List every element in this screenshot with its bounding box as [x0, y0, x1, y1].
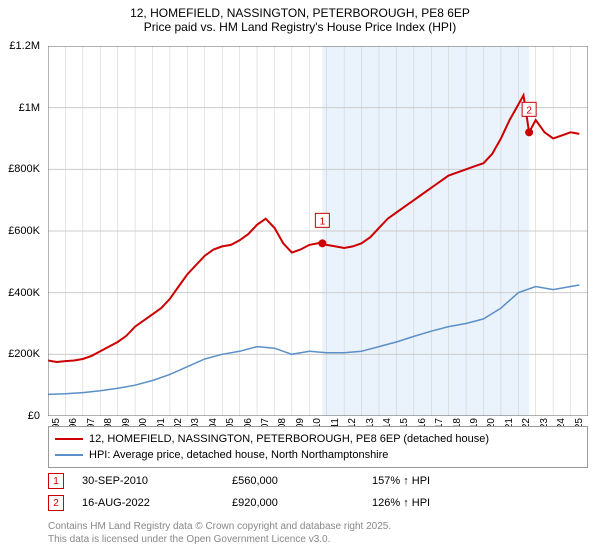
y-axis: £0£200K£400K£600K£800K£1M£1.2M: [0, 46, 44, 416]
y-tick-label: £800K: [8, 163, 40, 175]
legend-item: HPI: Average price, detached house, Nort…: [55, 447, 581, 463]
title-subtitle: Price paid vs. HM Land Registry's House …: [0, 20, 600, 34]
chart-container: 12, HOMEFIELD, NASSINGTON, PETERBOROUGH,…: [0, 0, 600, 560]
legend-item: 12, HOMEFIELD, NASSINGTON, PETERBOROUGH,…: [55, 431, 581, 447]
chart-title: 12, HOMEFIELD, NASSINGTON, PETERBOROUGH,…: [0, 0, 600, 34]
title-address: 12, HOMEFIELD, NASSINGTON, PETERBOROUGH,…: [0, 6, 600, 20]
footer-line1: Contains HM Land Registry data © Crown c…: [48, 520, 391, 533]
sale-pct: 157% ↑ HPI: [372, 475, 492, 487]
y-tick-label: £400K: [8, 287, 40, 299]
y-tick-label: £0: [28, 410, 40, 422]
sale-dot-2: [525, 128, 533, 136]
sale-date: 30-SEP-2010: [82, 475, 232, 487]
chart-svg: 12: [48, 46, 588, 416]
sale-dot-1: [318, 239, 326, 247]
sale-marker-num-1: 1: [320, 216, 326, 227]
plot-area: 12: [48, 46, 588, 416]
footer-line2: This data is licensed under the Open Gov…: [48, 533, 391, 546]
sales-table: 1 30-SEP-2010£560,000157% ↑ HPI 2 16-AUG-20…: [48, 470, 588, 514]
footer: Contains HM Land Registry data © Crown c…: [48, 520, 391, 546]
sale-price: £560,000: [232, 475, 372, 487]
sale-marker-num-2: 2: [526, 105, 532, 116]
legend: 12, HOMEFIELD, NASSINGTON, PETERBOROUGH,…: [48, 426, 588, 468]
legend-swatch: [55, 454, 83, 456]
y-tick-label: £1.2M: [9, 40, 40, 52]
sale-row: 1 30-SEP-2010£560,000157% ↑ HPI: [48, 470, 588, 492]
sale-row: 2 16-AUG-2022£920,000126% ↑ HPI: [48, 492, 588, 514]
sale-marker-icon: 1: [48, 473, 64, 489]
legend-swatch: [55, 438, 83, 440]
legend-label: HPI: Average price, detached house, Nort…: [89, 449, 388, 461]
legend-label: 12, HOMEFIELD, NASSINGTON, PETERBOROUGH,…: [89, 433, 489, 445]
y-tick-label: £1M: [19, 102, 40, 114]
y-tick-label: £600K: [8, 225, 40, 237]
y-tick-label: £200K: [8, 348, 40, 360]
sale-price: £920,000: [232, 497, 372, 509]
sale-marker-icon: 2: [48, 495, 64, 511]
sale-date: 16-AUG-2022: [82, 497, 232, 509]
sale-pct: 126% ↑ HPI: [372, 497, 492, 509]
